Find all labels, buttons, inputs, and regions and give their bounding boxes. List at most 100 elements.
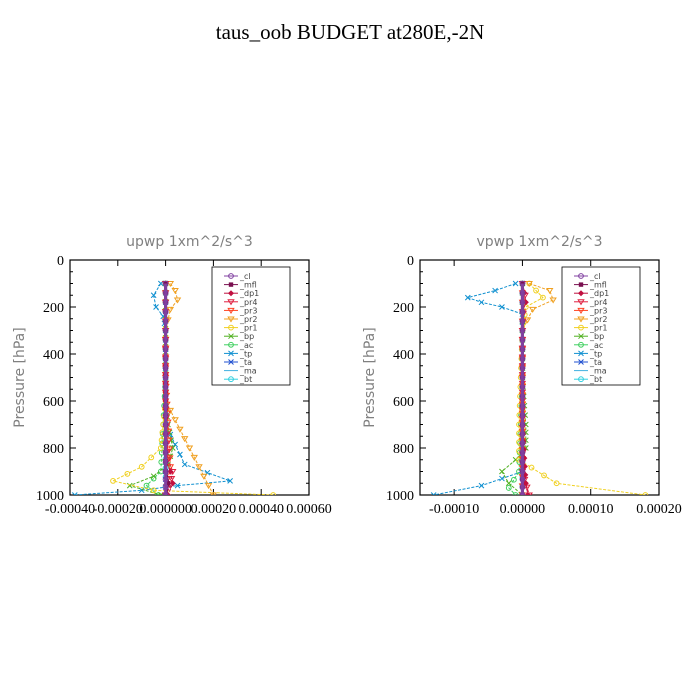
series-marker-cl [519,327,526,334]
legend-label: _bt [589,375,602,384]
x-tick-label: 0.00000 [500,502,546,517]
y-tick-label: 200 [393,301,414,316]
series-marker-cl [519,412,526,419]
y-tick-label: 400 [43,348,64,363]
x-tick-label: 0.00040 [238,502,284,517]
y-tick-label: 1000 [36,489,64,504]
x-tick-label: -0.00020 [93,502,143,517]
series-marker-cl [162,440,169,447]
series-marker-pr2 [209,492,218,495]
legend-label: _cl [589,272,601,281]
y-tick-label: 0 [407,254,414,269]
series-marker-pr2 [195,464,203,471]
legend-label: _mfl [589,281,607,290]
y-tick-label: 600 [393,395,414,410]
legend-label: _pr3 [589,306,607,315]
series-marker-cl [162,308,169,315]
series-marker-dp1 [167,468,174,475]
series-marker-cl [162,421,169,428]
series-marker-cl [162,374,169,381]
series-marker-cl [519,431,526,437]
series-marker-cl [162,290,169,296]
series-marker-pr2 [549,297,557,304]
legend-label: _pr4 [589,298,607,307]
series-marker-pr1 [157,445,164,451]
series-marker-cl [519,384,526,390]
legend-label: _pr2 [239,315,257,324]
legend: _cl_mfl_dp1_pr4_pr3_pr2_pr1_bp_ac_tp_ta_… [211,266,291,386]
legend-marker [228,359,234,365]
legend-marker [227,307,235,314]
series-marker-pr2 [525,281,533,288]
series-marker-pr1 [642,492,649,495]
legend-marker [228,290,234,297]
series-marker-tp [153,304,159,310]
series-marker-cl [162,299,169,306]
legend-label: _ac [589,341,603,350]
legend-label: _ma [589,367,607,376]
series-marker-tp [138,487,145,494]
legend-label: _pr3 [239,306,257,315]
series-marker-tp [71,492,78,495]
series-marker-tp [150,292,157,299]
legend-marker [578,273,584,279]
series-marker-pr2 [185,445,194,452]
legend-marker [228,376,234,383]
series-marker-cl [162,327,169,334]
series-marker-dp1 [524,492,531,495]
series-line-pr2 [165,283,214,495]
series-marker-cl [519,402,526,409]
series-marker-pr1 [150,487,157,494]
series-line-pr1 [111,283,274,495]
series-marker-mfl [165,481,171,486]
series-marker-cl [162,318,169,325]
series-marker-cl [519,308,526,315]
series-marker-pr1 [124,470,131,477]
legend-marker [578,359,584,365]
y-axis-label: Pressure [hPa] [12,327,28,427]
legend-marker [228,333,234,340]
legend-label: _bp [239,332,254,341]
x-tick-label: -0.00010 [429,502,479,517]
legend-label: _cl [239,272,251,281]
series-marker-cl [519,421,526,428]
x-tick-label: 0.00010 [568,502,614,517]
legend-label: _ta [239,358,252,367]
series-marker-pr4 [523,484,531,491]
legend-label: _tp [239,349,252,358]
series-marker-pr2 [181,436,189,443]
legend-label: _pr4 [239,298,257,307]
legend-marker [578,333,584,340]
y-tick-label: 800 [393,442,414,457]
y-tick-label: 1000 [386,489,414,504]
series-marker-dp1 [169,480,176,487]
series-marker-cl [519,365,526,372]
series-marker-tp [464,294,471,301]
series-marker-tp [174,482,181,489]
series-marker-tp [512,280,519,287]
legend-label: _mfl [239,281,257,290]
series-line-ac [145,283,167,495]
series-marker-cl [519,468,526,475]
series-marker-pr2 [176,426,184,433]
series-marker-pr1 [528,464,535,471]
panel-title: upwp 1xm^2/s^3 [126,234,253,250]
series-marker-tp [499,304,505,310]
series-marker-cl [162,484,169,491]
legend-label: _bp [589,332,604,341]
series-marker-cl [162,412,169,419]
series-marker-cl [162,459,169,466]
series-marker-cl [519,337,526,343]
series-marker-pr2 [190,454,198,461]
series-marker-ac [505,485,512,491]
series-marker-cl [162,402,169,409]
series-group [430,280,649,495]
series-marker-bp [126,482,133,489]
series-marker-tp [227,478,233,484]
legend-label: _pr1 [239,324,257,333]
series-marker-cl [519,290,526,296]
series-marker-tp [478,482,485,489]
legend: _cl_mfl_dp1_pr4_pr3_pr2_pr1_bp_ac_tp_ta_… [561,266,641,386]
series-marker-cl [519,374,526,381]
legend-label: _pr2 [589,315,607,324]
